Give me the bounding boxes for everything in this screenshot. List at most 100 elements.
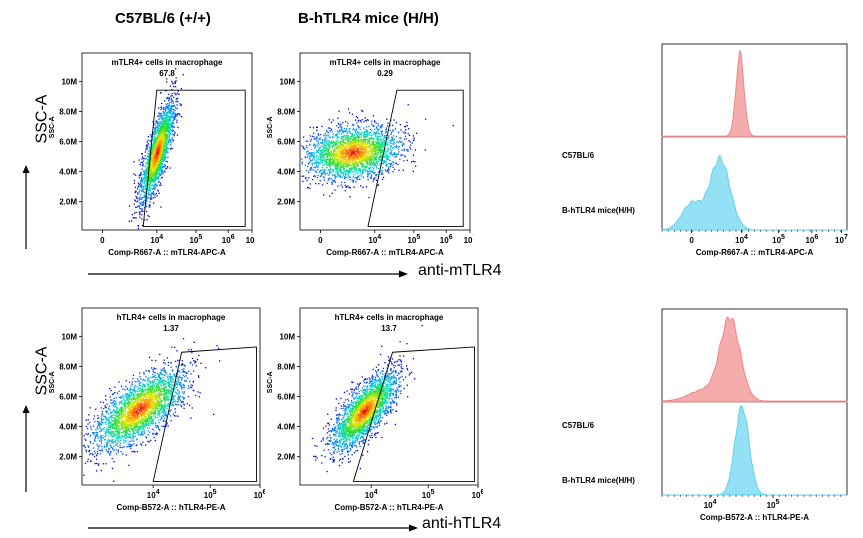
- data-point: [139, 372, 141, 374]
- data-point: [154, 188, 156, 190]
- data-point: [369, 147, 371, 149]
- data-point: [159, 174, 161, 176]
- data-point: [355, 144, 357, 146]
- data-point: [344, 190, 346, 192]
- data-point: [156, 161, 158, 163]
- data-point: [339, 153, 342, 156]
- data-point: [338, 110, 340, 112]
- data-point: [323, 168, 325, 171]
- data-point: [313, 136, 315, 138]
- data-point: [360, 144, 363, 146]
- data-point: [316, 137, 318, 139]
- data-point: [192, 389, 194, 392]
- data-point: [111, 393, 114, 396]
- data-point: [179, 103, 181, 105]
- data-point: [355, 151, 358, 153]
- data-point: [162, 120, 165, 122]
- data-point: [374, 156, 377, 158]
- data-point: [160, 92, 162, 94]
- data-point: [307, 140, 309, 142]
- data-point: [326, 153, 328, 155]
- x-tick-label: 105: [204, 489, 217, 500]
- data-point: [150, 172, 153, 174]
- data-point: [219, 360, 221, 362]
- data-point: [374, 146, 377, 148]
- data-point: [156, 425, 158, 427]
- data-point: [351, 113, 354, 115]
- data-point: [145, 168, 148, 170]
- data-point: [338, 167, 340, 169]
- data-point: [373, 143, 375, 146]
- data-point: [140, 186, 142, 188]
- data-point: [150, 135, 152, 137]
- data-point: [170, 127, 172, 129]
- data-point: [168, 111, 170, 113]
- data-point: [345, 150, 347, 152]
- data-point: [351, 146, 353, 148]
- data-point: [323, 154, 325, 156]
- data-point: [358, 148, 360, 150]
- data-point: [141, 204, 144, 206]
- data-point: [349, 167, 352, 170]
- data-point: [93, 439, 96, 441]
- data-point: [152, 163, 154, 166]
- data-point: [393, 153, 395, 156]
- data-point: [156, 142, 158, 144]
- data-point: [170, 366, 172, 368]
- data-point: [354, 155, 357, 158]
- data-point: [316, 136, 318, 138]
- data-point: [185, 375, 187, 377]
- data-point: [344, 154, 347, 156]
- data-point: [345, 174, 347, 176]
- data-point: [168, 98, 171, 100]
- data-point: [344, 141, 347, 144]
- data-point: [359, 153, 361, 155]
- data-point: [306, 156, 309, 158]
- data-point: [368, 140, 370, 142]
- data-point: [376, 132, 378, 134]
- data-point: [355, 147, 357, 149]
- data-point: [166, 137, 168, 139]
- data-point: [342, 147, 344, 149]
- data-point: [352, 152, 354, 154]
- data-point: [310, 152, 312, 154]
- data-point: [116, 392, 118, 394]
- data-point: [131, 214, 133, 216]
- data-point: [159, 353, 161, 356]
- data-point: [180, 104, 182, 106]
- data-point: [309, 183, 311, 185]
- data-point: [367, 179, 369, 181]
- data-point: [313, 138, 315, 140]
- data-point: [181, 360, 183, 362]
- data-point: [164, 128, 166, 130]
- data-point: [363, 138, 365, 141]
- data-point: [146, 193, 148, 195]
- data-point: [348, 172, 350, 174]
- data-point: [327, 150, 330, 152]
- data-point: [148, 441, 150, 443]
- data-point: [85, 419, 87, 421]
- data-point: [146, 147, 148, 149]
- data-point: [145, 175, 147, 177]
- data-point: [370, 177, 372, 179]
- data-point: [398, 141, 400, 143]
- data-point: [354, 154, 356, 156]
- data-point: [157, 129, 159, 132]
- data-point: [357, 141, 359, 143]
- data-point: [158, 170, 160, 172]
- data-point: [156, 159, 158, 161]
- data-point: [392, 124, 394, 127]
- data-point: [329, 136, 331, 139]
- data-point: [362, 146, 364, 148]
- y-tick-label: 6.0M: [59, 393, 77, 402]
- data-point: [152, 165, 155, 167]
- data-point: [369, 146, 372, 148]
- data-point: [356, 158, 359, 160]
- data-point: [361, 149, 363, 151]
- data-point: [351, 160, 353, 162]
- data-point: [156, 121, 158, 123]
- data-point: [302, 147, 304, 149]
- data-point: [110, 399, 112, 401]
- data-point: [156, 177, 158, 179]
- data-point: [346, 140, 349, 142]
